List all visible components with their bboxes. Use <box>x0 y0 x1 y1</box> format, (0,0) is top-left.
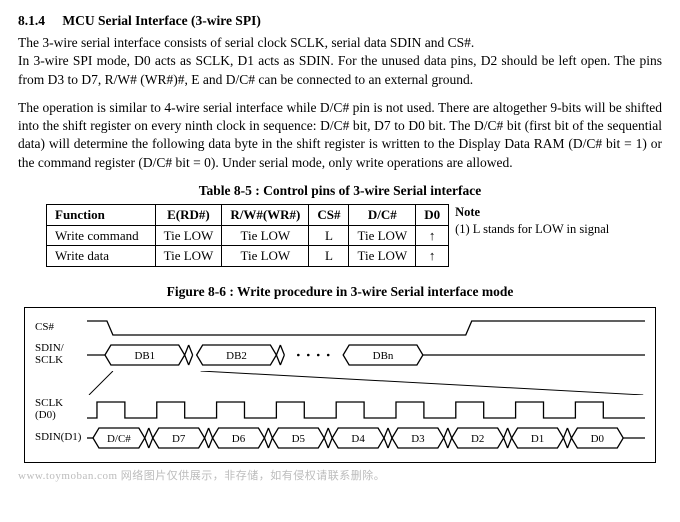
signal-label-sdin-sclk: SDIN/ SCLK <box>35 343 87 366</box>
figure-box: CS# SDIN/ SCLK DB1 DB2 DBn SCLK (D0) SDIN(… <box>24 307 656 463</box>
signal-label-sdin-d1: SDIN(D1) <box>35 432 87 444</box>
svg-text:D1: D1 <box>531 433 544 445</box>
section-title: MCU Serial Interface (3-wire SPI) <box>62 13 260 28</box>
td: Write command <box>47 225 156 246</box>
signal-row-sclk-d0: SCLK (D0) <box>35 398 645 422</box>
svg-text:DBn: DBn <box>373 350 394 362</box>
table-row-wrap: Function E(RD#) R/W#(WR#) CS# D/C# D0 Wr… <box>18 204 662 269</box>
td: ↑ <box>416 246 449 267</box>
td: Write data <box>47 246 156 267</box>
th-cs: CS# <box>309 204 349 225</box>
td: Tie LOW <box>155 246 222 267</box>
td: Tie LOW <box>222 225 309 246</box>
waveform-sdin-d1: D/C# D7 D6 D5 D4 D3 D2 D1 D0 <box>87 425 645 451</box>
table-header-row: Function E(RD#) R/W#(WR#) CS# D/C# D0 <box>47 204 449 225</box>
svg-text:DB2: DB2 <box>226 350 247 362</box>
signal-row-sdin-d1: SDIN(D1) D/C# D7 D6 D5 D4 D3 D2 D1 D0 <box>35 425 645 451</box>
section-number: 8.1.4 <box>18 13 45 28</box>
table-row: Write command Tie LOW Tie LOW L Tie LOW … <box>47 225 449 246</box>
svg-text:D5: D5 <box>291 433 305 445</box>
svg-text:D4: D4 <box>351 433 365 445</box>
table-title: Table 8-5 : Control pins of 3-wire Seria… <box>18 182 662 200</box>
td: Tie LOW <box>222 246 309 267</box>
signal-row-sdin-sclk: SDIN/ SCLK DB1 DB2 DBn <box>35 342 645 368</box>
table-row: Write data Tie LOW Tie LOW L Tie LOW ↑ <box>47 246 449 267</box>
td: Tie LOW <box>349 246 416 267</box>
control-pins-table: Function E(RD#) R/W#(WR#) CS# D/C# D0 Wr… <box>46 204 449 267</box>
td: ↑ <box>416 225 449 246</box>
paragraph-3: The operation is similar to 4-wire seria… <box>18 99 662 172</box>
td: L <box>309 225 349 246</box>
th-erd: E(RD#) <box>155 204 222 225</box>
paragraph-1-text: The 3-wire serial interface consists of … <box>18 35 474 50</box>
figure-title: Figure 8-6 : Write procedure in 3-wire S… <box>18 283 662 301</box>
svg-text:D7: D7 <box>172 433 186 445</box>
waveform-cs <box>87 317 645 339</box>
signal-label-cs: CS# <box>35 322 87 334</box>
signal-row-cs: CS# <box>35 317 645 339</box>
signal-label-sclk-d0: SCLK (D0) <box>35 398 87 421</box>
svg-text:D3: D3 <box>411 433 425 445</box>
svg-text:DB1: DB1 <box>134 350 155 362</box>
th-function: Function <box>47 204 156 225</box>
svg-text:D2: D2 <box>471 433 484 445</box>
paragraph-1: The 3-wire serial interface consists of … <box>18 34 662 89</box>
note-label: Note <box>455 204 609 221</box>
waveform-sclk-d0 <box>87 398 645 422</box>
th-d0: D0 <box>416 204 449 225</box>
note-text: (1) L stands for LOW in signal <box>455 221 609 238</box>
td: Tie LOW <box>155 225 222 246</box>
svg-text:D0: D0 <box>590 433 604 445</box>
table-note: Note (1) L stands for LOW in signal <box>455 204 609 238</box>
watermark-text: www.toymoban.com 网络图片仅供展示，非存储，如有侵权请联系删除。 <box>18 469 662 484</box>
magnify-lines <box>35 371 645 395</box>
th-rw: R/W#(WR#) <box>222 204 309 225</box>
waveform-sdin-sclk: DB1 DB2 DBn <box>87 342 645 368</box>
magnify-svg <box>87 371 645 395</box>
svg-text:D/C#: D/C# <box>107 433 131 445</box>
th-dc: D/C# <box>349 204 416 225</box>
section-header: 8.1.4 MCU Serial Interface (3-wire SPI) <box>18 12 662 30</box>
td: Tie LOW <box>349 225 416 246</box>
td: L <box>309 246 349 267</box>
svg-text:D6: D6 <box>232 433 246 445</box>
paragraph-2-text: In 3-wire SPI mode, D0 acts as SCLK, D1 … <box>18 53 662 86</box>
